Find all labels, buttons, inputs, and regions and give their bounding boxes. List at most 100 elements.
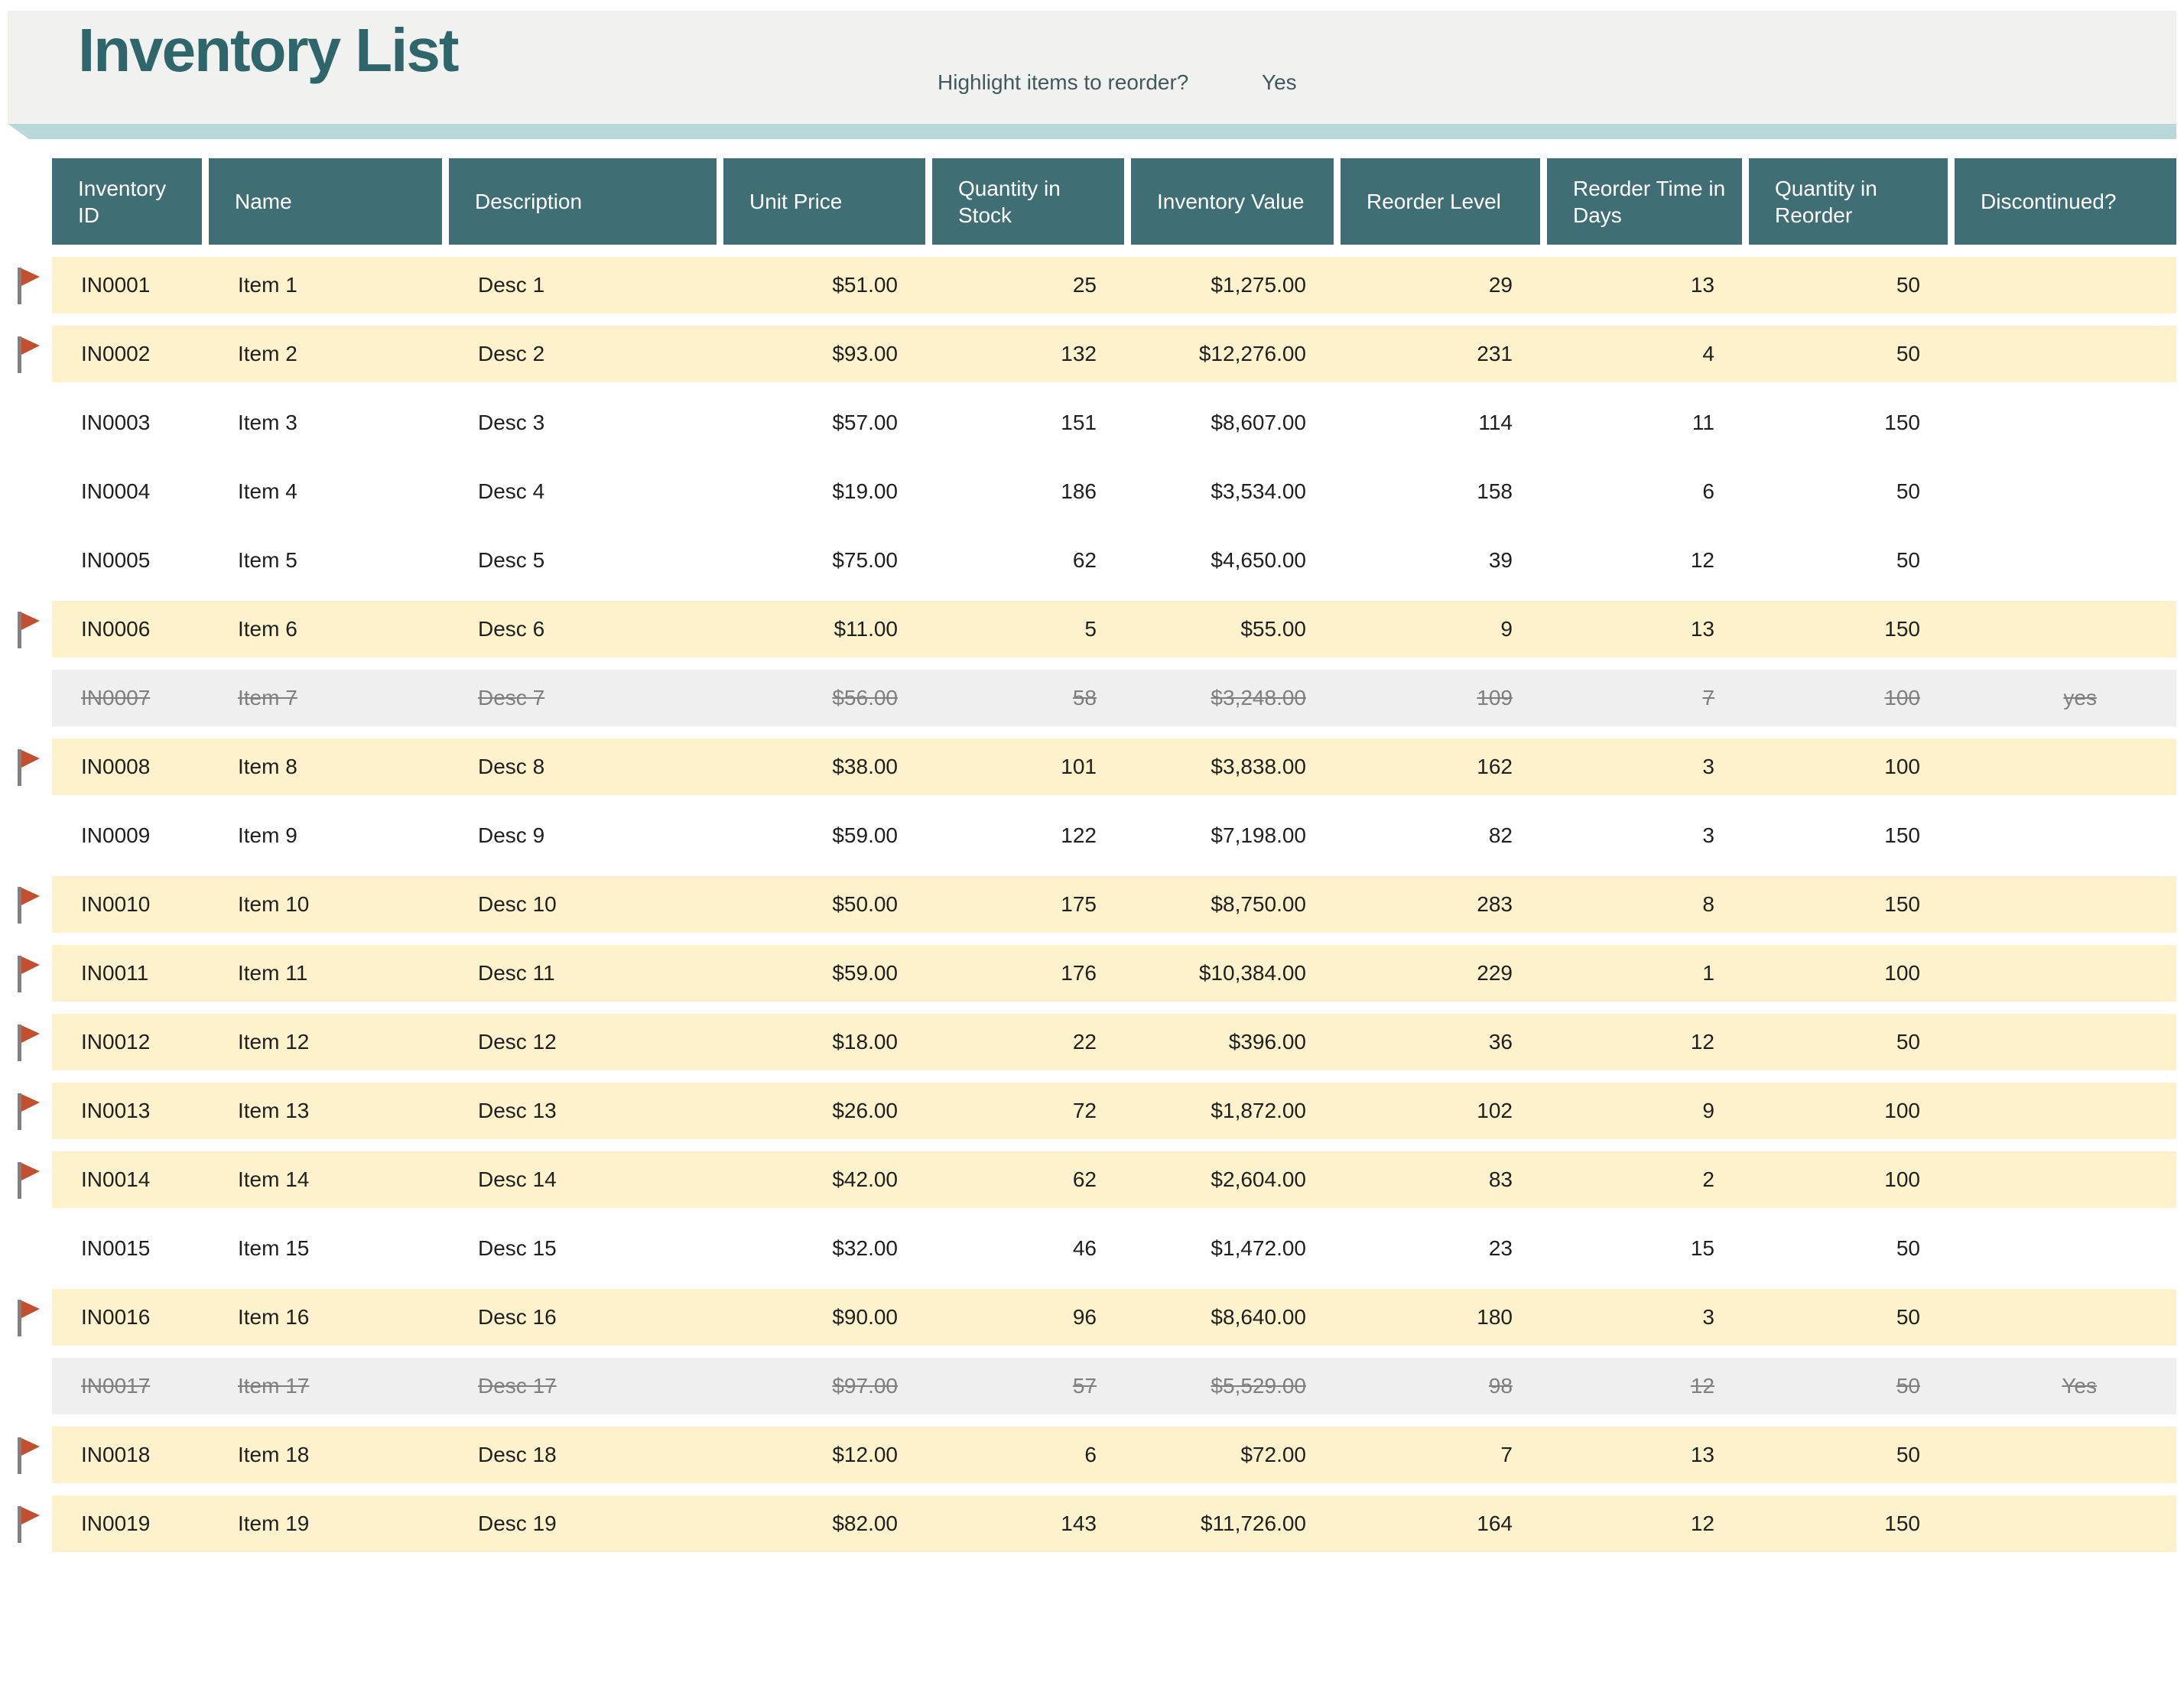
cell-IN0004-qty[interactable]: 186 bbox=[1061, 479, 1097, 503]
cell-IN0006-name[interactable]: Item 6 bbox=[238, 617, 297, 641]
cell-IN0017-value[interactable]: $5,529.00 bbox=[1211, 1374, 1306, 1398]
cell-IN0010-desc[interactable]: Desc 10 bbox=[478, 892, 557, 916]
cell-IN0005-id[interactable]: IN0005 bbox=[81, 548, 151, 572]
cell-IN0019-id[interactable]: IN0019 bbox=[81, 1512, 151, 1535]
cell-IN0009-reorder_level[interactable]: 82 bbox=[1488, 823, 1513, 847]
cell-IN0006-id[interactable]: IN0006 bbox=[81, 617, 151, 641]
cell-IN0003-qty[interactable]: 151 bbox=[1061, 411, 1097, 434]
cell-IN0016-reorder_level[interactable]: 180 bbox=[1477, 1305, 1513, 1329]
cell-IN0018-reorder_level[interactable]: 7 bbox=[1500, 1443, 1513, 1466]
cell-IN0003-price[interactable]: $57.00 bbox=[832, 411, 898, 434]
cell-IN0018-value[interactable]: $72.00 bbox=[1240, 1443, 1306, 1466]
cell-IN0011-qty_reorder[interactable]: 100 bbox=[1884, 961, 1920, 985]
cell-IN0012-reorder_time[interactable]: 12 bbox=[1690, 1030, 1714, 1054]
cell-IN0015-desc[interactable]: Desc 15 bbox=[478, 1236, 557, 1260]
cell-IN0008-id[interactable]: IN0008 bbox=[81, 755, 151, 778]
cell-IN0005-discontinued[interactable] bbox=[1955, 532, 2176, 589]
cell-IN0010-reorder_level[interactable]: 283 bbox=[1477, 892, 1513, 916]
cell-IN0016-value[interactable]: $8,640.00 bbox=[1211, 1305, 1306, 1329]
cell-IN0017-qty_reorder[interactable]: 50 bbox=[1896, 1374, 1920, 1398]
cell-IN0016-reorder_time[interactable]: 3 bbox=[1702, 1305, 1714, 1329]
cell-IN0014-reorder_level[interactable]: 83 bbox=[1488, 1167, 1513, 1191]
cell-IN0007-name[interactable]: Item 7 bbox=[238, 686, 297, 709]
cell-IN0002-reorder_time[interactable]: 4 bbox=[1702, 342, 1714, 365]
cell-IN0014-discontinued[interactable] bbox=[1955, 1151, 2176, 1208]
cell-IN0008-discontinued[interactable] bbox=[1955, 739, 2176, 795]
cell-IN0015-price[interactable]: $32.00 bbox=[832, 1236, 898, 1260]
cell-IN0010-value[interactable]: $8,750.00 bbox=[1211, 892, 1306, 916]
cell-IN0009-name[interactable]: Item 9 bbox=[238, 823, 297, 847]
cell-IN0006-qty[interactable]: 5 bbox=[1084, 617, 1097, 641]
cell-IN0010-qty[interactable]: 175 bbox=[1061, 892, 1097, 916]
cell-IN0005-desc[interactable]: Desc 5 bbox=[478, 548, 545, 572]
cell-IN0002-discontinued[interactable] bbox=[1955, 326, 2176, 382]
cell-IN0006-value[interactable]: $55.00 bbox=[1240, 617, 1306, 641]
cell-IN0002-qty[interactable]: 132 bbox=[1061, 342, 1097, 365]
cell-IN0007-reorder_level[interactable]: 109 bbox=[1477, 686, 1513, 709]
cell-IN0012-discontinued[interactable] bbox=[1955, 1014, 2176, 1070]
cell-IN0006-discontinued[interactable] bbox=[1955, 601, 2176, 658]
cell-IN0002-price[interactable]: $93.00 bbox=[832, 342, 898, 365]
cell-IN0003-reorder_level[interactable]: 114 bbox=[1478, 411, 1513, 434]
cell-IN0015-value[interactable]: $1,472.00 bbox=[1211, 1236, 1306, 1260]
cell-IN0015-qty_reorder[interactable]: 50 bbox=[1896, 1236, 1920, 1260]
cell-IN0008-desc[interactable]: Desc 8 bbox=[478, 755, 545, 778]
cell-IN0006-reorder_time[interactable]: 13 bbox=[1690, 617, 1714, 641]
cell-IN0010-id[interactable]: IN0010 bbox=[81, 892, 151, 916]
cell-IN0010-name[interactable]: Item 10 bbox=[238, 892, 310, 916]
cell-IN0011-value[interactable]: $10,384.00 bbox=[1198, 961, 1306, 985]
cell-IN0011-reorder_time[interactable]: 1 bbox=[1702, 961, 1714, 985]
cell-IN0014-id[interactable]: IN0014 bbox=[81, 1167, 151, 1191]
cell-IN0004-reorder_time[interactable]: 6 bbox=[1702, 479, 1714, 503]
cell-IN0005-price[interactable]: $75.00 bbox=[832, 548, 898, 572]
cell-IN0016-name[interactable]: Item 16 bbox=[238, 1305, 310, 1329]
cell-IN0005-reorder_time[interactable]: 12 bbox=[1690, 548, 1714, 572]
cell-IN0007-reorder_time[interactable]: 7 bbox=[1702, 686, 1714, 709]
cell-IN0018-qty[interactable]: 6 bbox=[1084, 1443, 1097, 1466]
cell-IN0010-reorder_time[interactable]: 8 bbox=[1702, 892, 1714, 916]
cell-IN0006-reorder_level[interactable]: 9 bbox=[1500, 617, 1513, 641]
cell-IN0001-desc[interactable]: Desc 1 bbox=[478, 273, 545, 297]
cell-IN0014-qty[interactable]: 62 bbox=[1072, 1167, 1097, 1191]
cell-IN0016-qty[interactable]: 96 bbox=[1072, 1305, 1097, 1329]
cell-IN0009-value[interactable]: $7,198.00 bbox=[1211, 823, 1306, 847]
cell-IN0015-qty[interactable]: 46 bbox=[1072, 1236, 1097, 1260]
cell-IN0001-price[interactable]: $51.00 bbox=[832, 273, 898, 297]
cell-IN0012-reorder_level[interactable]: 36 bbox=[1488, 1030, 1513, 1054]
cell-IN0011-qty[interactable]: 176 bbox=[1061, 961, 1097, 985]
cell-IN0002-reorder_level[interactable]: 231 bbox=[1477, 342, 1513, 365]
cell-IN0008-qty[interactable]: 101 bbox=[1061, 755, 1097, 778]
cell-IN0004-value[interactable]: $3,534.00 bbox=[1211, 479, 1306, 503]
cell-IN0013-name[interactable]: Item 13 bbox=[238, 1099, 310, 1122]
cell-IN0001-value[interactable]: $1,275.00 bbox=[1211, 273, 1306, 297]
cell-IN0014-reorder_time[interactable]: 2 bbox=[1702, 1167, 1714, 1191]
cell-IN0013-qty[interactable]: 72 bbox=[1072, 1099, 1097, 1122]
cell-IN0013-price[interactable]: $26.00 bbox=[832, 1099, 898, 1122]
cell-IN0011-name[interactable]: Item 11 bbox=[238, 961, 308, 985]
cell-IN0011-reorder_level[interactable]: 229 bbox=[1477, 961, 1513, 985]
cell-IN0009-discontinued[interactable] bbox=[1955, 807, 2176, 864]
cell-IN0009-price[interactable]: $59.00 bbox=[832, 823, 898, 847]
cell-IN0016-price[interactable]: $90.00 bbox=[832, 1305, 898, 1329]
cell-IN0012-desc[interactable]: Desc 12 bbox=[478, 1030, 557, 1054]
cell-IN0019-price[interactable]: $82.00 bbox=[832, 1512, 898, 1535]
cell-IN0001-reorder_time[interactable]: 13 bbox=[1690, 273, 1714, 297]
cell-IN0019-discontinued[interactable] bbox=[1955, 1495, 2176, 1552]
cell-IN0001-qty_reorder[interactable]: 50 bbox=[1896, 273, 1920, 297]
cell-IN0007-qty[interactable]: 58 bbox=[1072, 686, 1097, 709]
cell-IN0001-id[interactable]: IN0001 bbox=[81, 273, 151, 297]
cell-IN0004-discontinued[interactable] bbox=[1955, 463, 2176, 520]
cell-IN0004-desc[interactable]: Desc 4 bbox=[478, 479, 545, 503]
cell-IN0005-value[interactable]: $4,650.00 bbox=[1211, 548, 1306, 572]
cell-IN0019-qty_reorder[interactable]: 150 bbox=[1884, 1512, 1920, 1535]
cell-IN0017-price[interactable]: $97.00 bbox=[832, 1374, 898, 1398]
cell-IN0010-price[interactable]: $50.00 bbox=[832, 892, 898, 916]
cell-IN0014-value[interactable]: $2,604.00 bbox=[1211, 1167, 1306, 1191]
cell-IN0015-discontinued[interactable] bbox=[1955, 1220, 2176, 1277]
cell-IN0009-qty[interactable]: 122 bbox=[1061, 823, 1097, 847]
cell-IN0001-qty[interactable]: 25 bbox=[1072, 273, 1097, 297]
cell-IN0018-price[interactable]: $12.00 bbox=[832, 1443, 898, 1466]
cell-IN0017-reorder_level[interactable]: 98 bbox=[1488, 1374, 1513, 1398]
cell-IN0007-price[interactable]: $56.00 bbox=[832, 686, 898, 709]
cell-IN0005-qty_reorder[interactable]: 50 bbox=[1896, 548, 1920, 572]
